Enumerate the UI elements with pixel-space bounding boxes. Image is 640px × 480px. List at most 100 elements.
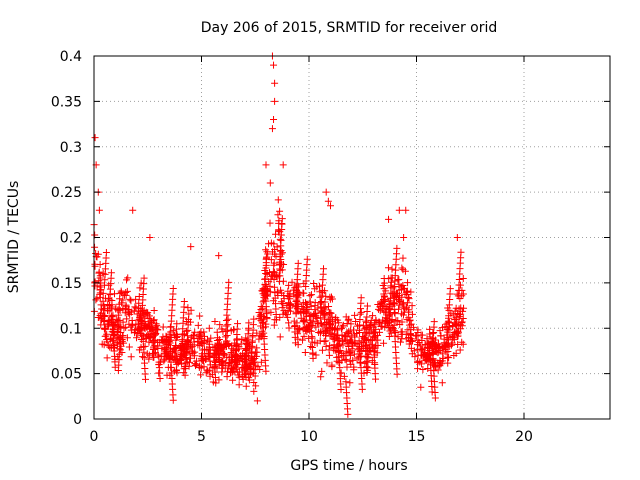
data-point bbox=[350, 350, 358, 358]
data-point bbox=[225, 278, 233, 286]
data-point bbox=[363, 368, 371, 376]
data-point bbox=[397, 283, 405, 291]
data-point bbox=[361, 359, 369, 367]
data-point bbox=[373, 349, 381, 357]
data-point bbox=[227, 349, 235, 357]
data-point bbox=[402, 206, 410, 214]
data-point bbox=[97, 286, 105, 294]
data-point bbox=[215, 361, 223, 369]
data-point bbox=[105, 295, 113, 303]
data-point bbox=[455, 305, 463, 313]
data-point bbox=[125, 343, 133, 351]
data-point bbox=[274, 288, 282, 296]
grid-lines bbox=[94, 56, 610, 419]
data-point bbox=[446, 285, 454, 293]
data-point bbox=[187, 354, 195, 362]
data-point bbox=[381, 323, 389, 331]
data-point bbox=[317, 373, 325, 381]
data-point bbox=[414, 329, 422, 337]
data-point bbox=[351, 311, 359, 319]
data-point bbox=[363, 302, 371, 310]
data-point bbox=[456, 321, 464, 329]
data-point bbox=[159, 323, 167, 331]
data-point bbox=[255, 314, 263, 322]
data-point bbox=[245, 319, 253, 327]
y-tick-label: 0.1 bbox=[60, 321, 82, 337]
data-point bbox=[135, 292, 143, 300]
data-point bbox=[100, 325, 108, 333]
data-point bbox=[96, 272, 104, 280]
data-point bbox=[272, 230, 280, 238]
data-point bbox=[262, 161, 270, 169]
data-point bbox=[357, 308, 365, 316]
data-point bbox=[266, 219, 274, 227]
data-point bbox=[328, 331, 336, 339]
data-point bbox=[346, 379, 354, 387]
data-point bbox=[387, 278, 395, 286]
data-point bbox=[414, 359, 422, 367]
data-point bbox=[146, 234, 154, 241]
data-point bbox=[253, 397, 261, 405]
data-point bbox=[97, 321, 105, 329]
data-point bbox=[129, 206, 137, 214]
data-point bbox=[343, 363, 351, 371]
data-point bbox=[384, 264, 392, 272]
data-point bbox=[91, 278, 99, 286]
data-point bbox=[444, 341, 452, 349]
data-point bbox=[191, 328, 199, 336]
data-point bbox=[394, 333, 402, 341]
data-point bbox=[276, 333, 284, 341]
data-point bbox=[355, 353, 363, 361]
y-tick-label: 0.15 bbox=[51, 276, 82, 292]
data-point bbox=[453, 234, 461, 241]
data-point bbox=[279, 300, 287, 308]
data-point bbox=[430, 318, 438, 326]
x-axis-title: GPS time / hours bbox=[290, 458, 407, 474]
data-point bbox=[96, 260, 104, 268]
data-point bbox=[111, 363, 119, 371]
data-point bbox=[310, 279, 318, 287]
data-point bbox=[196, 312, 204, 320]
data-point bbox=[271, 271, 279, 279]
data-point bbox=[229, 364, 237, 372]
data-point bbox=[215, 376, 223, 384]
data-point bbox=[136, 284, 144, 292]
data-point bbox=[271, 97, 279, 105]
data-point bbox=[176, 355, 184, 363]
data-point bbox=[273, 243, 281, 251]
data-point bbox=[400, 234, 408, 241]
data-point bbox=[451, 320, 459, 328]
data-point bbox=[262, 367, 270, 375]
data-point bbox=[407, 320, 415, 328]
data-point bbox=[337, 325, 345, 333]
data-point bbox=[141, 375, 149, 383]
data-point bbox=[268, 125, 276, 133]
data-point bbox=[414, 341, 422, 349]
data-point bbox=[93, 282, 101, 290]
data-point bbox=[403, 303, 411, 311]
data-point bbox=[104, 322, 112, 330]
data-point bbox=[123, 287, 131, 295]
data-point bbox=[250, 378, 258, 386]
data-point bbox=[393, 244, 401, 252]
data-point bbox=[459, 274, 467, 282]
data-point bbox=[372, 328, 380, 336]
data-point bbox=[127, 297, 135, 305]
data-point bbox=[116, 346, 124, 354]
data-point bbox=[124, 274, 132, 282]
data-point bbox=[185, 310, 193, 318]
data-point bbox=[407, 335, 415, 343]
data-point bbox=[230, 326, 238, 334]
data-point bbox=[127, 353, 135, 361]
data-point bbox=[437, 360, 445, 368]
data-point bbox=[195, 330, 203, 338]
data-point bbox=[452, 349, 460, 357]
data-point bbox=[108, 316, 116, 324]
data-point bbox=[405, 314, 413, 322]
data-point bbox=[408, 310, 416, 318]
data-point bbox=[205, 346, 213, 354]
data-point bbox=[206, 366, 214, 374]
data-point bbox=[278, 260, 286, 268]
data-point bbox=[152, 320, 160, 328]
data-point bbox=[125, 308, 133, 316]
